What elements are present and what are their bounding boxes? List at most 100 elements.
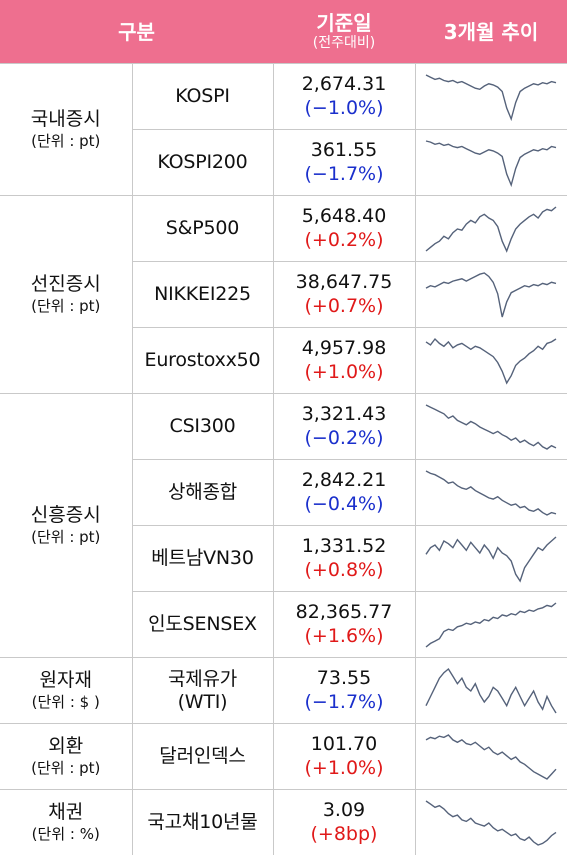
- weekly-change: (−0.2%): [274, 427, 415, 451]
- reference-value: 82,365.77: [296, 601, 393, 623]
- sparkline-3-0: [424, 666, 558, 716]
- trend-cell: [415, 724, 567, 790]
- item-name: S&P500: [132, 196, 273, 262]
- trend-cell: [415, 196, 567, 262]
- sparkline-line: [426, 669, 556, 713]
- item-name: 상해종합: [132, 460, 273, 526]
- value-cell: 2,842.21(−0.4%): [273, 460, 415, 526]
- weekly-change: (+0.8%): [274, 559, 415, 583]
- value-cell: 4,957.98(+1.0%): [273, 328, 415, 394]
- trend-cell: [415, 460, 567, 526]
- reference-value: 2,842.21: [302, 469, 387, 491]
- category-name: 신흥증시: [31, 504, 101, 526]
- category-unit: (단위 : pt): [0, 528, 132, 547]
- trend-cell: [415, 592, 567, 658]
- item-name: 인도SENSEX: [132, 592, 273, 658]
- sparkline-line: [426, 801, 556, 845]
- reference-value: 2,674.31: [302, 73, 387, 95]
- category-cell: 채권 (단위 : %): [0, 790, 132, 855]
- value-cell: 82,365.77(+1.6%): [273, 592, 415, 658]
- category-unit: (단위 : $ ): [0, 693, 132, 712]
- sparkline-2-2: [424, 534, 558, 584]
- weekly-change: (+0.7%): [274, 295, 415, 319]
- item-name: 베트남VN30: [132, 526, 273, 592]
- sparkline-4-0: [424, 732, 558, 782]
- category-unit: (단위 : pt): [0, 297, 132, 316]
- weekly-change: (+0.2%): [274, 229, 415, 253]
- sparkline-line: [426, 405, 556, 449]
- value-cell: 3,321.43(−0.2%): [273, 394, 415, 460]
- sparkline-1-0: [424, 204, 558, 254]
- sparkline-1-2: [424, 336, 558, 386]
- trend-cell: [415, 394, 567, 460]
- sparkline-0-0: [424, 72, 558, 122]
- category-unit: (단위 : pt): [0, 132, 132, 151]
- header-date-label: 기준일: [316, 11, 371, 35]
- category-name: 외환: [48, 735, 83, 757]
- category-cell: 신흥증시 (단위 : pt): [0, 394, 132, 658]
- weekly-change: (+1.0%): [274, 757, 415, 781]
- reference-value: 73.55: [317, 667, 371, 689]
- item-name: Eurostoxx50: [132, 328, 273, 394]
- item-name: 달러인덱스: [132, 724, 273, 790]
- weekly-change: (−0.4%): [274, 493, 415, 517]
- sparkline-2-3: [424, 600, 558, 650]
- sparkline-line: [426, 207, 556, 251]
- value-cell: 1,331.52(+0.8%): [273, 526, 415, 592]
- trend-cell: [415, 526, 567, 592]
- trend-cell: [415, 328, 567, 394]
- category-cell: 원자재 (단위 : $ ): [0, 658, 132, 724]
- category-cell: 외환 (단위 : pt): [0, 724, 132, 790]
- header-row: 구분 기준일 (전주대비) 3개월 추이: [0, 0, 567, 64]
- sparkline-line: [426, 537, 556, 581]
- weekly-change: (+1.0%): [274, 361, 415, 385]
- trend-cell: [415, 130, 567, 196]
- sparkline-1-1: [424, 270, 558, 320]
- category-unit: (단위 : %): [0, 825, 132, 844]
- item-name: CSI300: [132, 394, 273, 460]
- sparkline-2-0: [424, 402, 558, 452]
- sparkline-0-1: [424, 138, 558, 188]
- item-name: KOSPI: [132, 64, 273, 130]
- item-name: NIKKEI225: [132, 262, 273, 328]
- sparkline-line: [426, 471, 556, 515]
- trend-cell: [415, 64, 567, 130]
- weekly-change: (+1.6%): [274, 625, 415, 649]
- sparkline-line: [426, 273, 556, 317]
- reference-value: 4,957.98: [302, 337, 387, 359]
- category-name: 채권: [48, 801, 83, 823]
- reference-value: 5,648.40: [302, 205, 387, 227]
- header-category: 구분: [0, 0, 273, 64]
- weekly-change: (−1.0%): [274, 97, 415, 121]
- trend-cell: [415, 262, 567, 328]
- value-cell: 3.09(+8bp): [273, 790, 415, 855]
- reference-value: 3,321.43: [302, 403, 387, 425]
- table-row: 원자재(단위 : $ )국제유가 (WTI)73.55(−1.7%): [0, 658, 567, 724]
- category-cell: 국내증시 (단위 : pt): [0, 64, 132, 196]
- reference-value: 1,331.52: [302, 535, 387, 557]
- category-unit: (단위 : pt): [0, 759, 132, 778]
- sparkline-5-0: [424, 798, 558, 848]
- reference-value: 3.09: [323, 799, 365, 821]
- weekly-change: (−1.7%): [274, 691, 415, 715]
- category-cell: 선진증시 (단위 : pt): [0, 196, 132, 394]
- value-cell: 101.70(+1.0%): [273, 724, 415, 790]
- trend-cell: [415, 658, 567, 724]
- category-name: 국내증시: [31, 108, 101, 130]
- value-cell: 73.55(−1.7%): [273, 658, 415, 724]
- reference-value: 38,647.75: [296, 271, 393, 293]
- category-name: 선진증시: [31, 273, 101, 295]
- sparkline-line: [426, 735, 556, 779]
- sparkline-line: [426, 75, 556, 119]
- header-date: 기준일 (전주대비): [273, 0, 415, 64]
- reference-value: 361.55: [311, 139, 377, 161]
- category-name: 원자재: [40, 669, 92, 691]
- header-trend: 3개월 추이: [415, 0, 567, 64]
- value-cell: 361.55(−1.7%): [273, 130, 415, 196]
